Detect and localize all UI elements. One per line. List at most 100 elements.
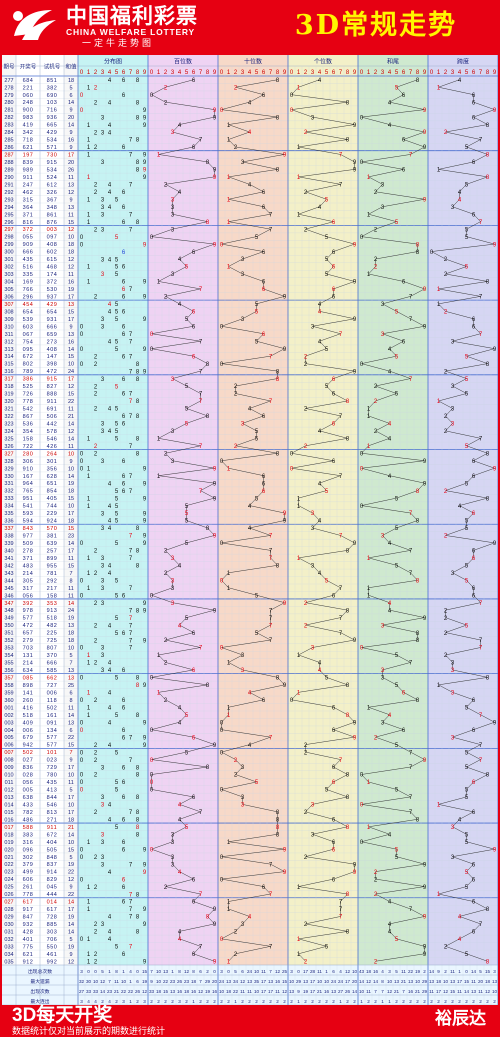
issue-cell: 019 [4, 840, 13, 846]
distribution-mark: 0 [80, 541, 84, 547]
trend-line [186, 311, 194, 319]
distribution-mark: 0 [80, 728, 84, 734]
trend-point: 2 [374, 877, 378, 883]
trend-point: 8 [276, 810, 280, 816]
distribution-mark: 2 [94, 922, 98, 928]
distribution-mark: 9 [143, 534, 147, 540]
trend-point: 4 [318, 668, 322, 674]
trend-line [445, 363, 488, 372]
trend-line [375, 863, 425, 872]
trend-line [375, 221, 397, 230]
trend-point: 6 [192, 735, 196, 741]
trend-point: 5 [465, 392, 469, 398]
sum-cell: 11 [68, 212, 74, 218]
sum-cell: 19 [68, 287, 74, 293]
author-name: 裕辰达 [435, 1009, 486, 1028]
trend-point: 2 [304, 227, 308, 233]
trend-line [410, 751, 425, 760]
trend-point: 7 [479, 220, 483, 226]
trend-point: 8 [346, 399, 350, 405]
digit-header: 5 [395, 70, 399, 76]
stats-value: 33 [86, 989, 92, 994]
trend-point: 0 [220, 646, 224, 652]
distribution-mark: 7 [129, 735, 133, 741]
trend-point: 8 [346, 713, 350, 719]
draw-cell: 435 [23, 257, 34, 263]
stats-value: 13 [450, 979, 456, 984]
trend-line [193, 893, 201, 902]
trend-point: 1 [297, 653, 301, 659]
trial-cell: 807 [47, 646, 58, 652]
trend-point: 9 [283, 519, 287, 525]
stats-value: 2 [164, 999, 167, 1004]
trend-point: 7 [479, 332, 483, 338]
stats-value: 0 [297, 969, 300, 974]
digit-header: 8 [416, 70, 420, 76]
stats-value: 15 [450, 989, 456, 994]
distribution-mark: 0 [80, 362, 84, 368]
trend-line [172, 124, 180, 133]
distribution-mark: 5 [115, 272, 119, 278]
trend-point: 3 [171, 272, 175, 278]
issue-cell: 288 [4, 160, 13, 166]
trend-point: 7 [339, 474, 343, 480]
stats-value: 1 [360, 999, 363, 1004]
trend-line [249, 94, 264, 103]
trend-point: 4 [458, 190, 462, 196]
sum-cell: 14 [68, 436, 74, 442]
trend-line [186, 535, 215, 544]
trend-line [312, 326, 341, 334]
trend-line [249, 736, 271, 745]
stats-value: 14 [464, 989, 470, 994]
trend-line [165, 296, 180, 305]
sum-cell: 21 [68, 825, 74, 831]
distribution-mark: 5 [115, 384, 119, 390]
stats-value: 10 [324, 979, 330, 984]
draw-cell: 096 [23, 847, 34, 853]
trend-point: 5 [255, 310, 259, 316]
trend-line [235, 146, 285, 155]
column-header: 试机号 [44, 63, 61, 71]
trend-point: 5 [395, 85, 399, 91]
trend-line [466, 707, 481, 715]
trend-point: 1 [367, 272, 371, 278]
trend-point: 0 [360, 362, 364, 368]
trend-point: 3 [311, 832, 315, 838]
trend-line [305, 124, 355, 133]
stats-value: 9 [437, 969, 440, 974]
trend-line [221, 789, 243, 798]
stats-value: 3 [122, 999, 125, 1004]
trend-line [319, 430, 348, 439]
trend-point: 9 [423, 862, 427, 868]
trend-line [200, 482, 215, 491]
distribution-mark: 4 [108, 937, 112, 943]
trend-point: 9 [353, 862, 357, 868]
trend-point: 4 [388, 832, 392, 838]
trend-line [466, 236, 495, 245]
sum-cell: 11 [68, 705, 74, 711]
stats-value: 11 [429, 989, 434, 994]
trend-point: 5 [465, 227, 469, 233]
distribution-mark: 3 [101, 601, 105, 607]
trial-cell: 672 [47, 832, 58, 838]
issue-cell: 034 [4, 952, 13, 958]
trend-point: 6 [472, 877, 476, 883]
trend-point: 8 [276, 825, 280, 831]
distribution-mark: 0 [80, 466, 84, 472]
trend-point: 1 [227, 175, 231, 181]
col-bg [2, 55, 16, 1005]
trend-point: 0 [360, 504, 364, 510]
sum-cell: 10 [68, 451, 74, 457]
trend-point: 3 [451, 691, 455, 697]
trend-line [228, 699, 264, 708]
trend-line [382, 527, 397, 536]
trend-point: 1 [157, 153, 161, 159]
digit-header: 9 [353, 70, 357, 76]
trend-point: 3 [241, 653, 245, 659]
trend-point: 5 [255, 339, 259, 345]
trend-point: 4 [388, 437, 392, 443]
sum-cell: 9 [69, 952, 72, 958]
distribution-mark: 4 [108, 190, 112, 196]
stats-value: 12 [345, 969, 351, 974]
trend-point: 9 [213, 175, 217, 181]
